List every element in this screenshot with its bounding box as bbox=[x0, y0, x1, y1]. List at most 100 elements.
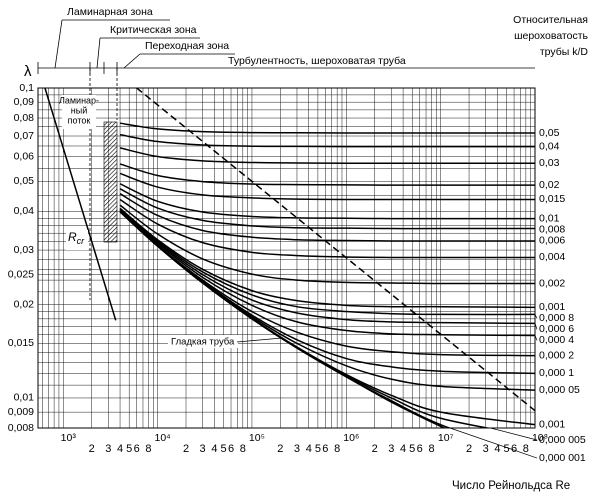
x-tick-label: 8 bbox=[334, 443, 340, 455]
roughness-curve bbox=[119, 208, 535, 316]
series-label: 0,002 bbox=[539, 277, 565, 289]
roughness-curve bbox=[119, 193, 535, 242]
y-tick-label: 0,009 bbox=[8, 406, 34, 418]
zone-label: Переходная зона bbox=[145, 40, 229, 52]
x-tick-label: 6 bbox=[134, 443, 140, 455]
legend-title: Относительная bbox=[513, 14, 588, 26]
roughness-curve bbox=[119, 188, 535, 230]
x-tick-label: 5 bbox=[315, 443, 321, 455]
label-box bbox=[66, 230, 88, 250]
x-tick-label: 5 bbox=[220, 443, 226, 455]
series-label: 0,004 bbox=[539, 251, 565, 263]
legend-title: шероховатость bbox=[514, 30, 588, 42]
y-tick-label: 0,06 bbox=[14, 151, 35, 163]
x-tick-label: 10⁵ bbox=[249, 432, 265, 444]
roughness-curve bbox=[119, 163, 535, 186]
series-label: 0,001 bbox=[539, 301, 565, 313]
roughness-curve bbox=[119, 209, 535, 325]
series-label: 0,000 8 bbox=[539, 312, 574, 324]
x-tick-label: 3 bbox=[388, 443, 394, 455]
roughness-curve bbox=[119, 204, 535, 285]
critical-re-label: Rcr bbox=[68, 230, 85, 246]
leader-line bbox=[534, 314, 538, 319]
x-tick-label: 3 bbox=[294, 443, 300, 455]
x-tick-label: 10⁷ bbox=[438, 432, 454, 444]
grid bbox=[38, 87, 536, 429]
y-tick-label: 0,01 bbox=[14, 392, 35, 404]
x-tick-label: 8 bbox=[240, 443, 246, 455]
y-tick-label: 0,05 bbox=[14, 175, 35, 187]
roughness-curve bbox=[119, 133, 535, 148]
plot-frame bbox=[37, 87, 536, 429]
rough-boundary-line bbox=[136, 88, 535, 412]
x-tick-label: 2 bbox=[89, 443, 95, 455]
zone-label: Турбулентность, шероховатая труба bbox=[228, 55, 406, 67]
x-tick-label: 6 bbox=[511, 443, 517, 455]
laminar-flow-label: Ламинар- bbox=[59, 95, 99, 105]
series-label: 0,006 bbox=[539, 235, 565, 247]
x-tick-label: 3 bbox=[105, 443, 111, 455]
leader-line bbox=[449, 427, 538, 459]
y-tick-label: 0,02 bbox=[14, 298, 35, 310]
roughness-curve bbox=[119, 147, 535, 164]
x-tick-label: 6 bbox=[322, 443, 328, 455]
label-box bbox=[168, 335, 238, 348]
laminar-line bbox=[44, 88, 117, 321]
series-label: 0,02 bbox=[539, 179, 560, 191]
y-axis-label: λ bbox=[24, 63, 32, 80]
smooth-pipe-label: Гладкая труба bbox=[171, 337, 235, 348]
series-label: 0,000 4 bbox=[539, 334, 574, 346]
roughness-curve bbox=[119, 183, 535, 220]
series-label: 0,008 bbox=[539, 223, 565, 235]
x-tick-label: 4 bbox=[400, 443, 406, 455]
y-tick-label: 0,1 bbox=[19, 82, 34, 94]
x-tick-label: 2 bbox=[277, 443, 283, 455]
x-tick-label: 5 bbox=[504, 443, 510, 455]
x-tick-label: 2 bbox=[372, 443, 378, 455]
x-axis-label: Число Рейнольдса Re bbox=[452, 480, 570, 492]
x-tick-label: 6 bbox=[228, 443, 234, 455]
roughness-curve bbox=[119, 172, 535, 201]
roughness-curve bbox=[119, 122, 535, 134]
x-tick-label: 4 bbox=[117, 443, 123, 455]
series-label: 0,000 6 bbox=[539, 323, 574, 335]
x-tick-label: 10⁶ bbox=[343, 432, 359, 444]
x-tick-label: 3 bbox=[200, 443, 206, 455]
zone-label: Ламинарная зона bbox=[67, 6, 153, 18]
x-tick-label: 3 bbox=[483, 443, 489, 455]
leader-line bbox=[534, 323, 538, 330]
series-label: 0,015 bbox=[539, 193, 565, 205]
x-tick-label: 8 bbox=[523, 443, 529, 455]
series-label: 0,01 bbox=[539, 212, 560, 224]
x-tick-label: 10⁸ bbox=[532, 432, 548, 444]
smooth-pipe-curve bbox=[119, 211, 447, 428]
y-tick-label: 0,08 bbox=[14, 112, 35, 124]
series-label: 0,000 05 bbox=[539, 384, 580, 396]
x-tick-label: 2 bbox=[466, 443, 472, 455]
series-label: 0,04 bbox=[539, 140, 560, 152]
x-tick-label: 10³ bbox=[61, 432, 77, 444]
legend-title: трубы k/D bbox=[540, 46, 589, 58]
x-tick-label: 5 bbox=[126, 443, 132, 455]
series-label: 0,05 bbox=[539, 127, 560, 139]
roughness-curve bbox=[119, 209, 535, 337]
x-tick-label: 5 bbox=[409, 443, 415, 455]
laminar-flow-label: ный bbox=[71, 105, 87, 115]
x-tick-label: 8 bbox=[145, 443, 151, 455]
leader-line bbox=[534, 335, 538, 341]
critical-zone-hatch bbox=[103, 121, 118, 243]
series-label: 0,000 1 bbox=[539, 367, 574, 379]
y-tick-label: 0,09 bbox=[14, 96, 35, 108]
y-tick-label: 0,03 bbox=[14, 244, 35, 256]
x-tick-label: 2 bbox=[183, 443, 189, 455]
leader-line bbox=[236, 337, 283, 343]
leader-line bbox=[490, 427, 538, 441]
zone-label: Критическая зона bbox=[110, 24, 197, 36]
x-tick-label: 4 bbox=[211, 443, 217, 455]
x-tick-label: 8 bbox=[428, 443, 434, 455]
laminar-flow-label: поток bbox=[68, 115, 91, 125]
series-label: 0,001 bbox=[539, 418, 565, 430]
